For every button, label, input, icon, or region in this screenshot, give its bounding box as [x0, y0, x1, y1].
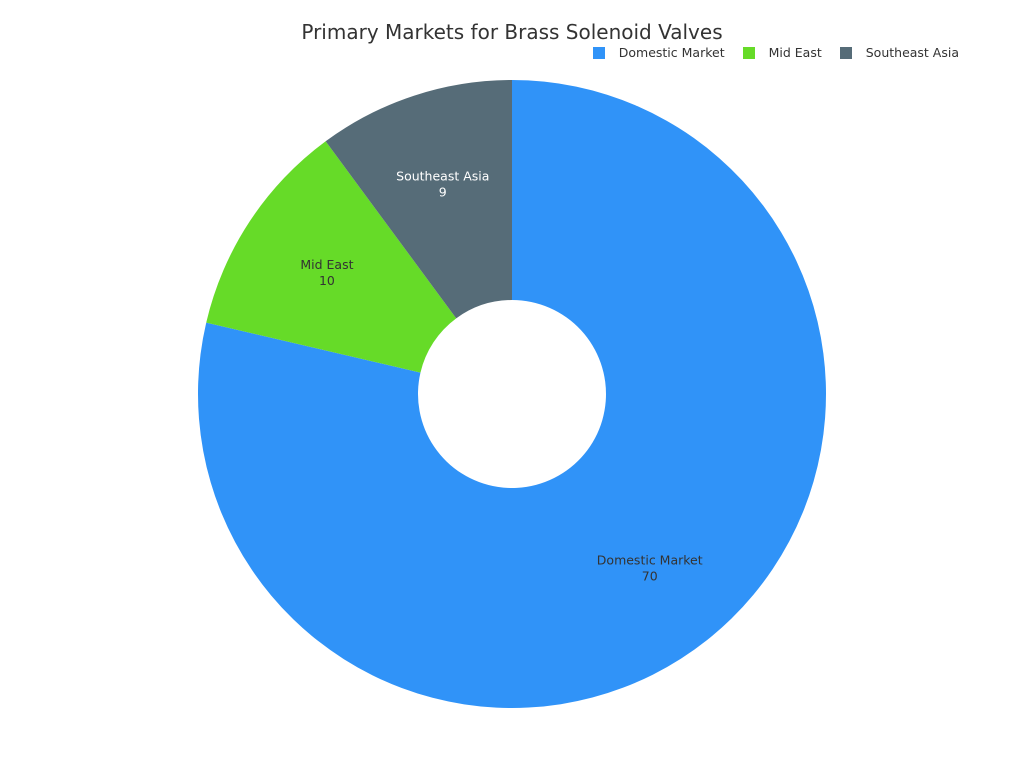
slice-label-value: 10: [319, 273, 335, 288]
legend-item-southeast-asia[interactable]: Southeast Asia: [839, 45, 959, 60]
slice-label-name: Domestic Market: [597, 553, 703, 568]
legend-swatch-southeast-asia: [839, 46, 852, 59]
legend-label-mid-east: Mid East: [768, 45, 822, 60]
legend-item-mid-east[interactable]: Mid East: [742, 45, 822, 60]
slice-label-name: Mid East: [300, 257, 353, 272]
slice-label-domestic-market: Domestic Market 70: [597, 553, 703, 584]
slice-mid-east[interactable]: [206, 141, 457, 373]
chart-title: Primary Markets for Brass Solenoid Valve…: [301, 20, 723, 44]
slice-southeast-asia[interactable]: [325, 80, 512, 319]
legend-label-southeast-asia: Southeast Asia: [865, 45, 959, 60]
slice-label-southeast-asia: Southeast Asia 9: [396, 168, 489, 199]
slice-domestic-market[interactable]: [198, 80, 827, 708]
legend-swatch-mid-east: [742, 46, 755, 59]
legend-item-domestic-market[interactable]: Domestic Market: [592, 45, 725, 60]
slice-label-name: Southeast Asia: [396, 168, 489, 183]
legend-label-domestic-market: Domestic Market: [618, 45, 725, 60]
legend: Domestic Market Mid East Southeast Asia: [575, 45, 959, 60]
legend-swatch-domestic-market: [592, 46, 605, 59]
slice-label-value: 9: [439, 184, 447, 199]
slice-label-mid-east: Mid East 10: [300, 257, 353, 288]
slice-label-value: 70: [642, 569, 658, 584]
slices-group: [198, 80, 827, 708]
labels-group: Domestic Market 70 Mid East 10 Southeast Asi…: [300, 168, 702, 583]
